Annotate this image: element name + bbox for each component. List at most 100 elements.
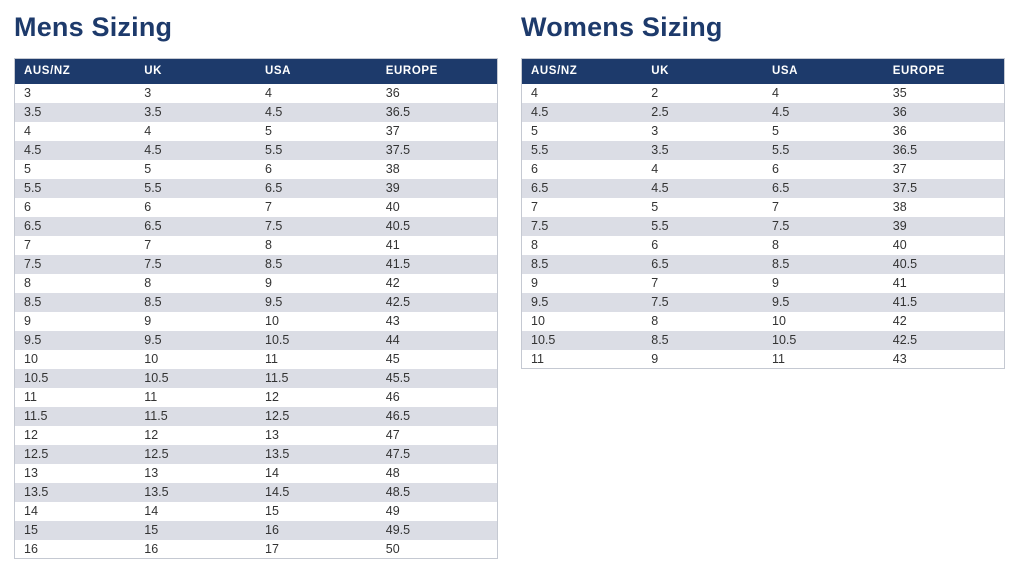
table-cell: 47 — [385, 428, 400, 442]
table-cell: 10.5 — [144, 371, 169, 385]
table-cell: 4.5 — [265, 105, 283, 119]
table-cell: 38 — [892, 200, 907, 214]
table-cell: 9 — [265, 276, 272, 290]
table-cell: 11 — [24, 390, 37, 404]
table-cell: 36 — [385, 86, 400, 100]
table-cell: 17 — [265, 541, 279, 556]
table-cell: 40 — [385, 200, 400, 214]
column-header: USA — [256, 58, 377, 84]
table-cell: 6 — [24, 200, 31, 214]
table-cell: 6 — [772, 162, 779, 176]
table-cell: 3 — [651, 124, 659, 138]
mens-sizing-table: AUS/NZ UK USA EUROPE 3 3 4 36 3.5 3.5 4.5 36.5 4 4 5 37… — [14, 58, 498, 559]
table-row: 5 3 5 36 — [521, 121, 1005, 141]
womens-sizing-title: Womens Sizing — [521, 12, 723, 42]
table-cell: 5 — [651, 200, 659, 214]
table-cell: 46 — [385, 390, 400, 404]
table-cell: 4.5 — [24, 143, 42, 157]
table-cell: 10.5 — [531, 333, 556, 347]
table-cell: 4 — [772, 86, 779, 100]
table-cell: 4.5 — [144, 143, 162, 157]
table-cell: 40 — [892, 238, 907, 252]
table-cell: 6 — [531, 162, 538, 176]
table-row: 7 5 7 38 — [521, 197, 1005, 217]
table-cell: 8.5 — [144, 295, 162, 309]
table-cell: 14 — [265, 466, 279, 480]
table-cell: 14 — [144, 504, 159, 518]
table-cell: 39 — [385, 181, 400, 195]
table-cell: 8.5 — [651, 333, 669, 347]
table-cell: 8 — [24, 276, 31, 290]
table-row: 10 8 10 42 — [521, 311, 1005, 331]
table-cell: 41.5 — [385, 257, 411, 271]
table-cell: 16 — [24, 541, 38, 556]
table-cell: 39 — [892, 219, 907, 233]
table-cell: 12 — [144, 428, 159, 442]
table-cell: 3 — [24, 86, 31, 100]
table-cell: 4.5 — [531, 105, 549, 119]
table-cell: 11 — [144, 390, 158, 404]
table-cell: 9.5 — [144, 333, 162, 347]
table-cell: 45 — [385, 352, 400, 366]
table-cell: 5.5 — [531, 143, 549, 157]
table-cell: 7 — [144, 238, 152, 252]
table-cell: 7.5 — [144, 257, 162, 271]
table-row: 10 10 11 45 — [14, 349, 498, 369]
table-cell: 36 — [892, 124, 907, 138]
table-cell: 49 — [385, 504, 400, 518]
table-cell: 7 — [651, 276, 659, 290]
table-cell: 48 — [385, 466, 400, 480]
table-cell: 43 — [892, 351, 907, 366]
table-cell: 4 — [265, 86, 272, 100]
table-cell: 41 — [385, 238, 400, 252]
table-row: 16 16 17 50 — [14, 539, 498, 559]
table-cell: 10 — [265, 314, 279, 328]
table-cell: 6.5 — [265, 181, 283, 195]
table-cell: 5.5 — [144, 181, 162, 195]
table-cell: 13 — [265, 428, 279, 442]
table-cell: 7.5 — [265, 219, 283, 233]
table-row: 6 6 7 40 — [14, 197, 498, 217]
table-cell: 3.5 — [144, 105, 162, 119]
table-cell: 8 — [651, 314, 659, 328]
table-cell: 9.5 — [24, 333, 42, 347]
sizing-page: Mens Sizing AUS/NZ UK USA EUROPE 3 3 4 36 3.5 3.5… — [14, 12, 1005, 559]
header-row: AUS/NZ UK USA EUROPE — [14, 58, 498, 84]
table-cell: 14.5 — [265, 485, 290, 499]
table-cell: 5.5 — [772, 143, 790, 157]
table-cell: 4 — [531, 86, 538, 100]
table-row: 11.5 11.5 12.5 46.5 — [14, 406, 498, 426]
table-cell: 13.5 — [24, 485, 49, 499]
table-cell: 5 — [144, 162, 152, 176]
table-row: 4.5 2.5 4.5 36 — [521, 102, 1005, 122]
table-row: 9.5 7.5 9.5 41.5 — [521, 292, 1005, 312]
table-cell: 16 — [265, 523, 279, 537]
table-cell: 40.5 — [892, 257, 918, 271]
table-cell: 37 — [385, 124, 400, 138]
table-row: 15 15 16 49.5 — [14, 520, 498, 540]
womens-sizing-table: AUS/NZ UK USA EUROPE 4 2 4 35 4.5 2.5 4.5 36 5 3 5 36 5.… — [521, 58, 1005, 369]
column-header: UK — [135, 58, 256, 84]
table-row: 12 12 13 47 — [14, 425, 498, 445]
table-cell: 13 — [24, 466, 38, 480]
table-cell: 5 — [24, 162, 31, 176]
table-row: 7 7 8 41 — [14, 235, 498, 255]
table-cell: 2.5 — [651, 105, 669, 119]
table-cell: 9 — [531, 276, 538, 290]
table-cell: 12 — [265, 390, 279, 404]
table-cell: 36.5 — [385, 105, 411, 119]
table-cell: 8 — [531, 238, 538, 252]
table-row: 10.5 10.5 11.5 45.5 — [14, 368, 498, 388]
table-cell: 7 — [772, 200, 779, 214]
table-cell: 13.5 — [265, 447, 290, 461]
table-cell: 37.5 — [892, 181, 918, 195]
table-cell: 10 — [144, 352, 159, 366]
column-header: USA — [763, 58, 884, 84]
table-cell: 9 — [651, 351, 659, 366]
column-header: EUROPE — [376, 58, 498, 84]
table-cell: 12 — [24, 428, 38, 442]
table-cell: 4 — [24, 124, 31, 138]
table-cell: 9.5 — [772, 295, 790, 309]
table-row: 7.5 5.5 7.5 39 — [521, 216, 1005, 236]
table-cell: 16 — [144, 541, 159, 556]
